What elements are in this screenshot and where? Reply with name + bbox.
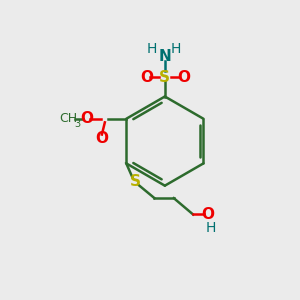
Text: S: S — [159, 70, 170, 85]
Text: O: O — [140, 70, 153, 85]
Text: H: H — [171, 42, 181, 56]
Text: H: H — [206, 221, 216, 235]
Text: O: O — [202, 207, 214, 222]
Text: S: S — [130, 174, 141, 189]
Text: N: N — [158, 50, 171, 64]
Text: O: O — [80, 111, 93, 126]
Text: CH: CH — [59, 112, 77, 125]
Text: 3: 3 — [74, 119, 80, 129]
Text: O: O — [95, 130, 108, 146]
Text: O: O — [177, 70, 190, 85]
Text: H: H — [146, 42, 157, 56]
